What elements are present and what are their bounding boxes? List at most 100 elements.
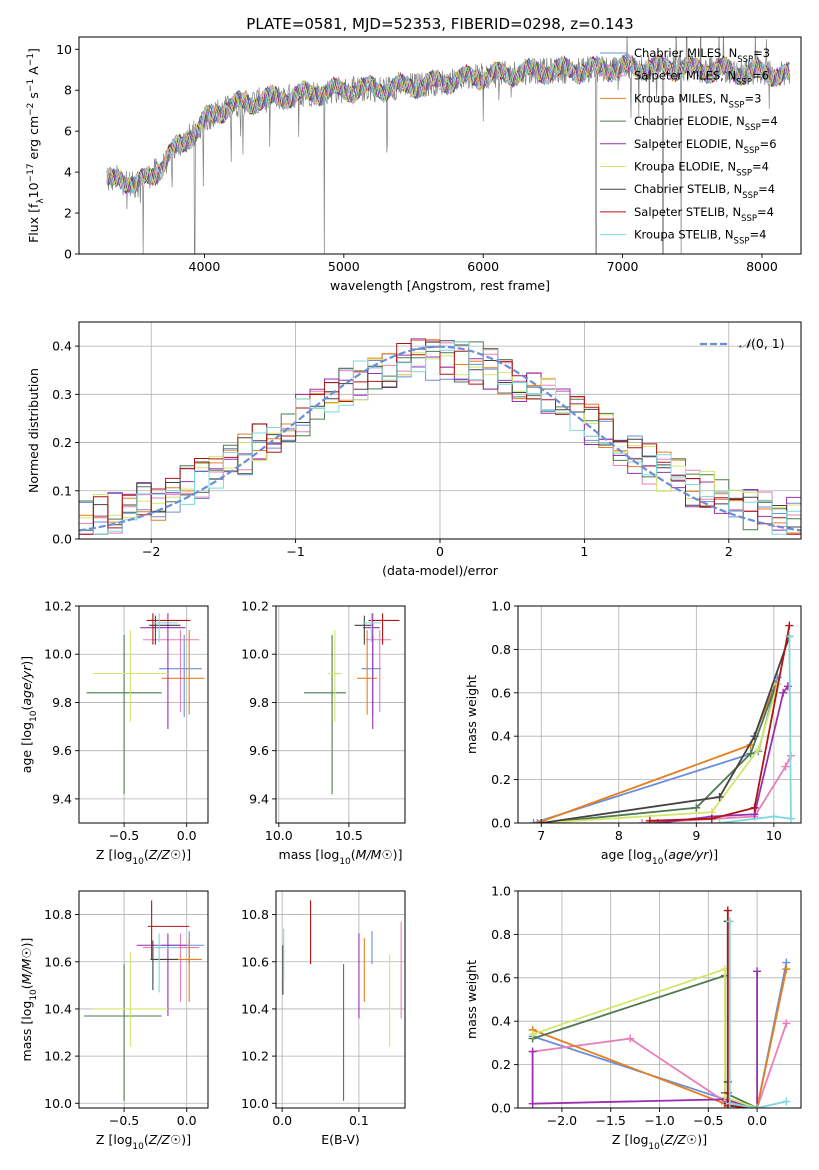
- spectrum-legend: Chabrier MILES, NSSP=3 Salpeter MILES, NS…: [600, 46, 778, 247]
- errorbar-salpeter-miles: [142, 630, 200, 713]
- y-tick-label: 10.2: [241, 1049, 269, 1064]
- x-tick-label: 10: [766, 828, 782, 843]
- mass-vs-ebv-panel: 0.0 0.1 10.0 10.2 10.4 10.6 10.8 E(B-V): [241, 890, 406, 1147]
- y-tick-label: 0.4: [491, 729, 511, 744]
- y-axis-label: Flux [fλ10−17 erg cm−2 s−1 A−1]: [26, 48, 46, 243]
- y-tick-label: 10.0: [44, 1096, 72, 1111]
- y-tick-label: 9.6: [52, 743, 72, 758]
- weight-marker: [782, 1097, 791, 1106]
- weight-marker: [781, 762, 790, 771]
- y-tick-label: 1.0: [491, 599, 511, 614]
- y-tick-label: 6: [64, 124, 72, 139]
- x-tick-label: 0.0: [747, 1113, 767, 1128]
- weight-marker: [725, 917, 734, 926]
- legend-entry: Chabrier STELIB, NSSP=4: [634, 182, 775, 201]
- legend-entry: Salpeter MILES, NSSP=6: [634, 69, 769, 88]
- y-tick-label: 10.6: [44, 954, 72, 969]
- y-tick-label: 0.4: [491, 1014, 511, 1029]
- weight-marker: [645, 816, 654, 823]
- y-tick-label: 0.0: [491, 816, 511, 831]
- residual-histogram-kroupa-stelib: [79, 341, 801, 535]
- x-tick-label: 7000: [607, 259, 639, 274]
- weight-marker: [725, 1099, 734, 1108]
- weight-marker: [779, 688, 788, 697]
- x-tick-label: −0.5: [109, 828, 139, 843]
- x-tick-label: 6000: [467, 259, 499, 274]
- y-tick-label: 0.4: [52, 339, 72, 354]
- x-axis-label: age [log10(age/yr)]: [601, 847, 718, 867]
- y-tick-label: 2: [64, 206, 72, 221]
- legend-entry: Kroupa STELIB, NSSP=4: [634, 228, 766, 247]
- plot-area: [106, 37, 791, 254]
- y-tick-label: 9.8: [52, 695, 72, 710]
- plot-area: [84, 900, 205, 1101]
- x-tick-label: 0.1: [349, 1113, 369, 1128]
- weight-marker: [753, 967, 762, 976]
- errorbar-chabrier-stelib: [150, 940, 178, 991]
- y-tick-label: 10.0: [241, 1096, 269, 1111]
- y-tick-label: 0.2: [491, 1057, 511, 1072]
- x-tick-label: 4000: [189, 259, 221, 274]
- errorbar-kroupa-miles: [357, 630, 377, 715]
- residual-histogram-chabrier-miles: [79, 353, 801, 523]
- legend-entry: Chabrier MILES, NSSP=3: [634, 46, 770, 65]
- weight-series-kroupa-miles: [533, 680, 780, 823]
- errorbar-chabrier-elodie: [84, 964, 162, 1101]
- weight-vs-metallicity-panel: −2.0 −1.5 −1.0 −0.5 0.0 0.0 0.2 0.4 0.6 0.8 1.0 Z […: [464, 884, 802, 1152]
- y-tick-label: 0.8: [491, 927, 511, 942]
- y-tick-label: 0.2: [52, 435, 72, 450]
- residual-histogram-salpeter-stelib: [79, 343, 801, 535]
- y-tick-label: 0.0: [52, 532, 72, 547]
- axes-frame: [275, 890, 406, 1109]
- errorbar-kroupa-elodie: [92, 630, 168, 722]
- normal-curve: [79, 345, 801, 532]
- weight-line: [649, 625, 791, 822]
- errorbar-chabrier-elodie: [304, 634, 347, 795]
- axes-frame: [78, 890, 209, 1109]
- weight-line: [537, 683, 777, 823]
- y-tick-label: 8: [64, 83, 72, 98]
- model-spectrum-salpeter-elodie: [106, 53, 790, 195]
- legend-entry: 𝒩(0, 1): [739, 336, 785, 351]
- x-tick-label: 0: [436, 544, 444, 559]
- weight-marker: [785, 621, 794, 630]
- y-tick-label: 10.0: [241, 647, 269, 662]
- y-axis-label: mass weight: [464, 675, 479, 754]
- x-tick-label: 1: [580, 544, 588, 559]
- model-spectrum-chabrier-elodie: [106, 54, 790, 193]
- y-tick-label: 0.6: [491, 970, 511, 985]
- weight-marker: [750, 803, 759, 812]
- x-axis-label: (data-model)/error: [382, 563, 499, 578]
- errorbar-chabrier-stelib: [354, 615, 373, 645]
- errorbar-chabrier-elodie: [86, 634, 162, 795]
- weight-marker: [533, 819, 542, 823]
- weight-marker: [750, 732, 759, 741]
- weight-line: [541, 683, 779, 823]
- age-vs-metallicity-panel: −0.5 0.0 9.4 9.6 9.8 10.0 10.2 Z [log10(Z/Z☉)] a…: [19, 599, 209, 867]
- weight-marker: [715, 792, 724, 801]
- weight-marker: [746, 749, 755, 758]
- weight-line: [726, 921, 758, 1108]
- weight-series-chabrier-stelib: [537, 632, 794, 823]
- x-tick-label: 9: [692, 828, 700, 843]
- plot-area: [528, 906, 791, 1108]
- weight-marker: [537, 819, 546, 823]
- plot-area: [282, 900, 402, 1101]
- plot-area: [304, 613, 400, 795]
- errorbar-salpeter-elodie: [140, 613, 186, 729]
- y-tick-label: 0.2: [491, 772, 511, 787]
- weight-marker: [528, 1099, 537, 1108]
- spectrum-panel: 4000 5000 6000 7000 8000 0 2 4 6 8 10 wavelength [A…: [26, 36, 802, 293]
- weight-marker: [782, 965, 791, 974]
- weight-marker: [528, 1030, 537, 1039]
- axes-frame: [78, 36, 802, 255]
- y-tick-label: 0.3: [52, 387, 72, 402]
- weight-series-kroupa-stelib: [715, 632, 795, 823]
- x-tick-label: 8: [615, 828, 623, 843]
- errorbar-salpeter-stelib: [146, 613, 191, 645]
- errorbar-salpeter-stelib: [368, 613, 400, 645]
- weight-marker: [786, 814, 795, 823]
- axes-frame: [517, 605, 802, 824]
- y-tick-label: 0.1: [52, 483, 72, 498]
